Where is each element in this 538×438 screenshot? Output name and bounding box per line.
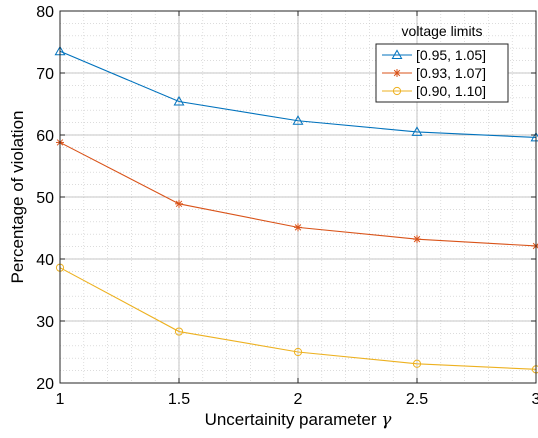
legend-item: [0.93, 1.07] xyxy=(382,65,486,81)
legend-marker xyxy=(391,49,403,59)
legend-item: [0.90, 1.10] xyxy=(382,83,486,99)
legend-marker xyxy=(393,69,401,77)
y-tick-label: 40 xyxy=(36,252,54,269)
asterisk-stroke xyxy=(393,69,401,77)
data-point xyxy=(411,126,423,136)
x-axis-label: Uncertainity parameter γ xyxy=(205,410,393,430)
y-tick-label: 80 xyxy=(36,4,54,21)
x-tick-label: 1 xyxy=(56,391,65,408)
legend-label: [0.95, 1.05] xyxy=(416,47,486,63)
x-tick-label: 1.5 xyxy=(168,391,190,408)
data-point xyxy=(294,223,302,232)
legend-item: [0.95, 1.05] xyxy=(382,47,486,63)
y-tick-label: 20 xyxy=(36,376,54,393)
data-point xyxy=(412,359,422,368)
series-line xyxy=(59,50,537,139)
x-tick-label: 2.5 xyxy=(406,391,428,408)
y-tick-label: 60 xyxy=(36,128,54,145)
legend-title: voltage limits xyxy=(402,23,483,39)
data-point xyxy=(175,199,183,208)
x-tick-label: 3 xyxy=(532,391,538,408)
y-tick-label: 30 xyxy=(36,314,54,331)
data-point xyxy=(293,347,303,357)
asterisk-stroke xyxy=(413,235,421,243)
y-tick-label: 70 xyxy=(36,66,54,83)
asterisk-stroke xyxy=(294,224,302,231)
legend-label: [0.93, 1.07] xyxy=(416,65,486,81)
legend-label: [0.90, 1.10] xyxy=(416,83,486,99)
data-point xyxy=(292,115,304,125)
asterisk-stroke xyxy=(175,200,183,208)
series-line xyxy=(59,267,537,370)
legend: voltage limits [0.95, 1.05] [0.93, 1.07] [0… xyxy=(375,23,509,103)
y-axis-label: Percentage of violation xyxy=(8,111,27,284)
x-tick-label: 2 xyxy=(294,391,303,408)
ticks-layer: 1 1.5 2 2.5 3 20 30 40 50 60 70 80 xyxy=(36,4,538,408)
series-1 xyxy=(54,45,538,142)
data-point xyxy=(173,95,185,106)
legend-marker xyxy=(392,86,402,96)
data-point xyxy=(413,235,421,244)
y-tick-label: 50 xyxy=(36,190,54,207)
data-point xyxy=(174,327,184,336)
